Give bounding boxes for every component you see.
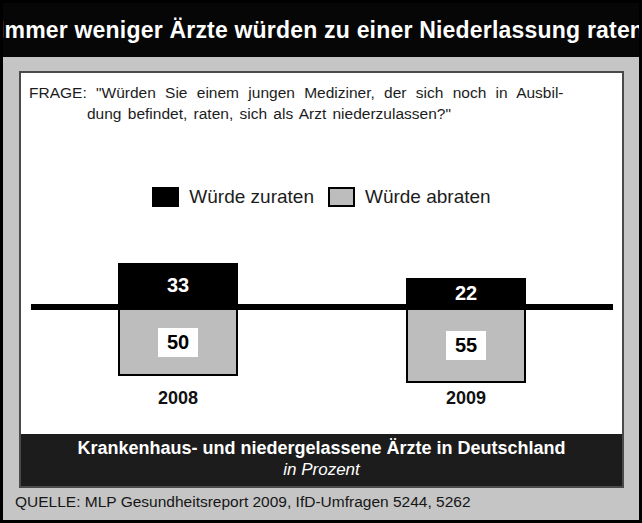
legend-label-abraten: Würde abraten [365, 186, 491, 208]
page-title: Immer weniger Ärzte würden zu einer Nied… [0, 17, 642, 44]
legend-item-abraten: Würde abraten [328, 186, 491, 208]
bar-2009-abraten-value: 55 [446, 331, 486, 360]
bar-2009-zuraten: 22 [406, 278, 526, 308]
bar-2009-zuraten-value: 22 [455, 282, 477, 305]
source-line: QUELLE: MLP Gesundheitsreport 2009, IfD-… [15, 493, 639, 511]
bar-2008-zuraten: 33 [118, 263, 238, 308]
legend-swatch-black [152, 187, 179, 207]
category-label-2008: 2008 [118, 388, 238, 409]
footer-banner-line2: in Prozent [21, 459, 622, 480]
chart-panel: FRAGE: "Würden Sie einem jungen Medizine… [19, 71, 624, 488]
bar-2008-abraten-value: 50 [158, 328, 198, 357]
legend-swatch-gray [328, 187, 355, 207]
legend-label-zuraten: Würde zuraten [189, 186, 314, 208]
legend: Würde zuraten Würde abraten [21, 186, 622, 208]
bar-2008-zuraten-value: 33 [167, 274, 189, 297]
category-label-2009: 2009 [406, 388, 526, 409]
footer-banner-line1: Krankenhaus- und niedergelassene Ärzte i… [21, 437, 622, 459]
bar-chart: 33 50 2008 22 55 2009 [21, 228, 622, 428]
title-band: Immer weniger Ärzte würden zu einer Nied… [3, 3, 639, 57]
bar-2009-abraten: 55 [406, 308, 526, 383]
survey-question-line2: dung befindet, raten, sich als Arzt nied… [87, 103, 610, 124]
legend-item-zuraten: Würde zuraten [152, 186, 314, 208]
bar-2008-abraten: 50 [118, 308, 238, 376]
footer-banner: Krankenhaus- und niedergelassene Ärzte i… [21, 434, 622, 486]
survey-question-line1: FRAGE: "Würden Sie einem jungen Medizine… [29, 82, 610, 103]
infographic-page: Immer weniger Ärzte würden zu einer Nied… [0, 0, 642, 523]
survey-question: FRAGE: "Würden Sie einem jungen Medizine… [21, 73, 622, 124]
